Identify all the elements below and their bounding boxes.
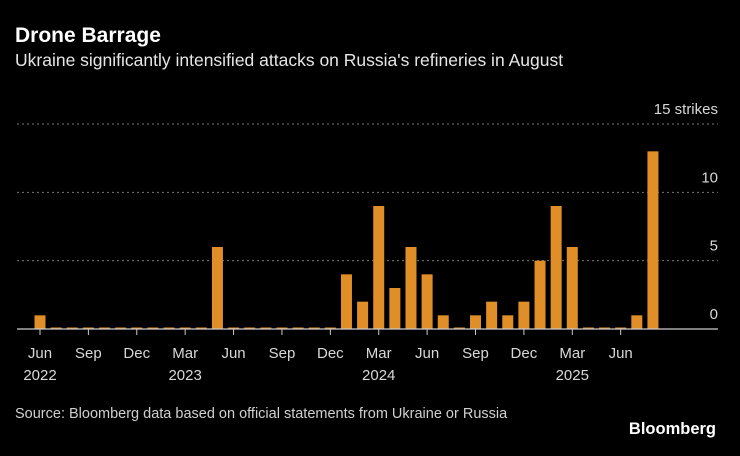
bar [276, 327, 288, 329]
x-tick-label: Sep [269, 345, 296, 362]
bar [389, 288, 401, 329]
bar [647, 151, 659, 329]
bar [518, 301, 530, 329]
x-tick-year: 2025 [556, 367, 589, 384]
y-tick-label: 0 [710, 306, 718, 323]
bar [179, 327, 191, 329]
y-tick-label: 15 strikes [654, 101, 718, 118]
bar [453, 327, 465, 329]
bar [599, 327, 611, 329]
bar [566, 247, 578, 329]
bar [534, 260, 546, 329]
x-tick-label: Mar [559, 345, 585, 362]
bar [308, 327, 320, 329]
bar [147, 327, 159, 329]
bar [34, 315, 46, 329]
bar [99, 327, 111, 329]
bar [421, 274, 433, 329]
bar [292, 327, 304, 329]
x-tick-label: Dec [123, 345, 150, 362]
bar [163, 327, 175, 329]
chart-title: Drone Barrage [15, 24, 161, 47]
bar [211, 247, 223, 329]
x-tick-label: Mar [366, 345, 392, 362]
bar [195, 327, 207, 329]
x-tick-label: Sep [462, 345, 489, 362]
bar [486, 301, 498, 329]
bar [582, 327, 594, 329]
source-note: Source: Bloomberg data based on official… [15, 406, 508, 422]
y-tick-label: 10 [701, 169, 718, 186]
bar-chart: 0 5 10 15 strikes Jun 2022 Sep Dec Mar 2023 Jun Sep… [17, 101, 718, 384]
x-tick-label: Dec [511, 345, 538, 362]
bar [131, 327, 143, 329]
bar [405, 247, 417, 329]
bar [373, 206, 385, 329]
bar [357, 301, 369, 329]
x-tick-label: Dec [317, 345, 344, 362]
bar [82, 327, 94, 329]
bar [631, 315, 643, 329]
x-tick-label: Jun [609, 345, 633, 362]
bar [244, 327, 256, 329]
bar [502, 315, 514, 329]
x-tick-year: 2023 [168, 367, 201, 384]
x-tick-label: Jun [415, 345, 439, 362]
x-tick-year: 2022 [23, 367, 56, 384]
bar [470, 315, 482, 329]
x-tick-year: 2024 [362, 367, 395, 384]
bar [260, 327, 272, 329]
bar [340, 274, 352, 329]
bar [115, 327, 127, 329]
x-tick-label: Jun [28, 345, 52, 362]
bar [550, 206, 562, 329]
bar [228, 327, 240, 329]
bar [66, 327, 78, 329]
chart-subtitle: Ukraine significantly intensified attack… [15, 50, 564, 70]
bar [615, 327, 627, 329]
bar [324, 327, 336, 329]
bloomberg-logo: Bloomberg [628, 420, 716, 438]
x-tick-label: Sep [75, 345, 102, 362]
x-tick-label: Mar [172, 345, 198, 362]
x-tick-label: Jun [221, 345, 245, 362]
bar [50, 327, 62, 329]
bar [437, 315, 449, 329]
y-tick-label: 5 [710, 238, 718, 255]
